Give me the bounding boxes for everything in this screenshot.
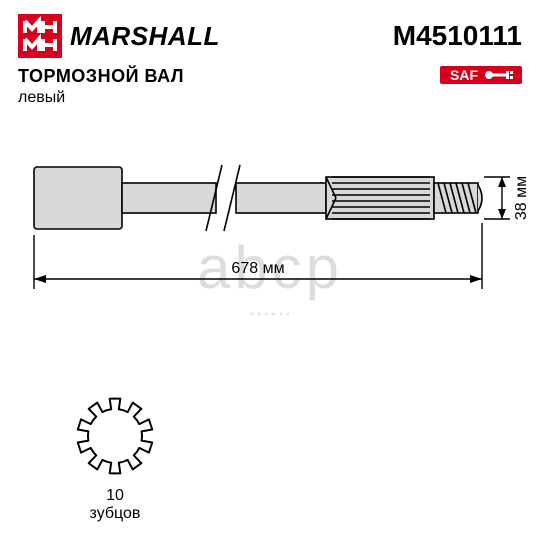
gear-teeth-count: 10 — [106, 487, 124, 504]
brand-block: MARSHALL — [18, 14, 220, 58]
title-left: ТОРМОЗНОЙ ВАЛ левый — [18, 66, 184, 107]
diameter-label: 38 мм — [513, 176, 530, 220]
title-row: ТОРМОЗНОЙ ВАЛ левый SAF — [0, 58, 540, 107]
gear-icon — [70, 391, 160, 481]
saf-badge: SAF — [440, 66, 522, 84]
gear-label: 10 зубцов — [70, 487, 160, 523]
saf-badge-text: SAF — [450, 67, 478, 83]
gear-block: 10 зубцов — [0, 383, 540, 523]
header: MARSHALL M4510111 — [0, 0, 540, 58]
part-number: M4510111 — [393, 20, 522, 52]
key-icon — [484, 69, 514, 81]
page-title: ТОРМОЗНОЙ ВАЛ — [18, 66, 184, 87]
length-label: 678 мм — [231, 260, 284, 277]
gear-teeth-word: зубцов — [90, 505, 141, 522]
brand-name: MARSHALL — [70, 21, 220, 52]
page-subtitle: левый — [18, 89, 184, 107]
brand-logo — [18, 14, 62, 58]
shaft-diagram: 678 мм 38 мм — [0, 123, 540, 383]
